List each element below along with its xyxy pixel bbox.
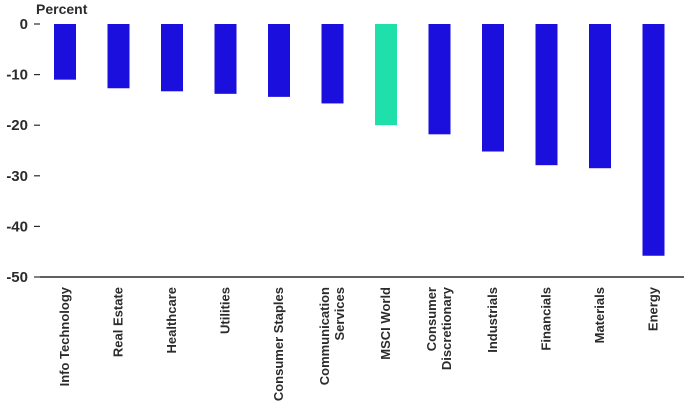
- category-label: Industrials: [485, 287, 500, 353]
- category-label: Healthcare: [164, 287, 179, 353]
- category-label: Discretionary: [439, 286, 454, 370]
- category-labels: Info Technology Real Estate Healthcare Util…: [57, 286, 661, 401]
- y-tick-label: -40: [6, 218, 28, 235]
- bar: [589, 24, 611, 169]
- bar: [268, 24, 290, 97]
- category-label: Utilities: [218, 287, 233, 334]
- bar: [428, 24, 451, 135]
- category-label: Financials: [539, 287, 554, 351]
- y-tick-label: 0: [20, 16, 28, 33]
- category-label: MSCI World: [378, 287, 393, 360]
- category-label: Consumer: [424, 287, 439, 351]
- bar: [54, 24, 76, 80]
- bar: [642, 24, 665, 256]
- category-label: Real Estate: [111, 287, 126, 357]
- y-axis-unit-label: Percent: [36, 1, 88, 17]
- y-tick-label: -30: [6, 168, 28, 185]
- category-label: Energy: [646, 286, 661, 331]
- y-tick-label: -50: [6, 269, 28, 286]
- y-axis-ticks: 0 -10 -20 -30 -40 -50: [6, 16, 40, 286]
- bars-group: [54, 24, 665, 256]
- y-tick-label: -10: [6, 67, 28, 84]
- bar: [214, 24, 237, 94]
- category-label: Services: [332, 287, 347, 341]
- category-label: Communication: [317, 287, 332, 385]
- category-label: Info Technology: [57, 286, 72, 386]
- bar: [535, 24, 558, 166]
- category-label: Consumer Staples: [271, 287, 286, 401]
- bar: [482, 24, 504, 152]
- bar: [107, 24, 130, 89]
- bar: [375, 24, 397, 126]
- y-tick-label: -20: [6, 117, 28, 134]
- bar: [321, 24, 344, 104]
- category-label: Materials: [592, 287, 607, 343]
- bar: [161, 24, 183, 92]
